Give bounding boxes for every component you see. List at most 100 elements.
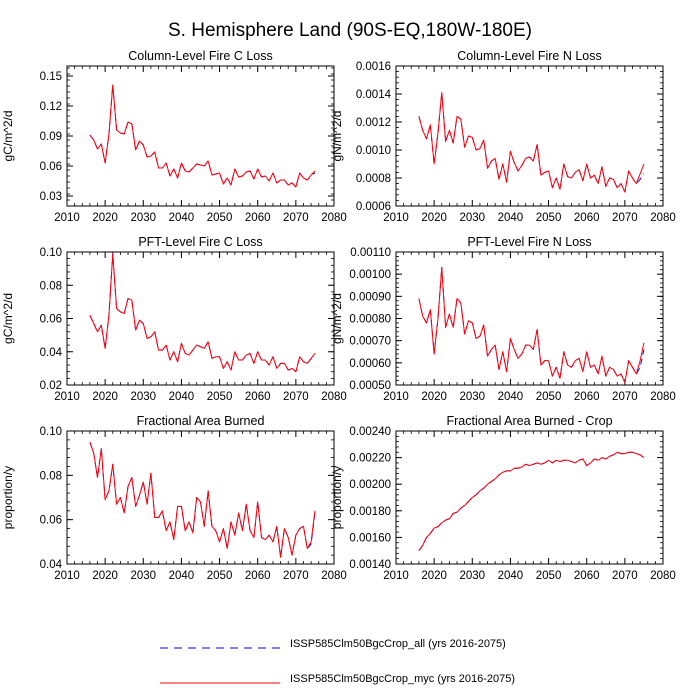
x-tick-label: 2010	[54, 570, 80, 582]
y-tick-label: 0.04	[40, 347, 63, 359]
x-tick-label: 2020	[92, 570, 118, 582]
y-tick-label: 0.00240	[349, 426, 391, 438]
series-line-myc	[418, 451, 645, 551]
panel-2: Column-Level Fire N Loss gN/m^2/d 2010 2020…	[330, 49, 676, 224]
plot-frame	[395, 430, 664, 565]
x-tick-label: 2040	[169, 391, 195, 403]
figure-title: S. Hemisphere Land (90S-EQ,180W-180E)	[168, 20, 532, 41]
x-tick-label: 2070	[612, 391, 638, 403]
legend-swatch-solid	[160, 682, 280, 684]
x-tick-label: 2060	[574, 570, 600, 582]
x-tick-label: 2050	[536, 391, 562, 403]
series-line-all	[418, 451, 645, 551]
plot-frame	[395, 251, 664, 386]
y-tick-label: 0.02	[40, 380, 62, 392]
x-tick-label: 2050	[536, 212, 562, 224]
x-tick-label: 2070	[283, 391, 309, 403]
series-line-myc	[89, 253, 316, 373]
x-tick-label: 2070	[283, 212, 309, 224]
x-tick-label: 2030	[459, 391, 485, 403]
x-tick-label: 2030	[130, 391, 156, 403]
x-tick-label: 2060	[574, 212, 600, 224]
y-tick-label: 0.08	[40, 280, 62, 292]
y-tick-label: 0.00100	[349, 269, 391, 281]
x-tick-label: 2060	[245, 212, 271, 224]
x-tick-label: 2080	[650, 212, 676, 224]
legend-entry-myc: ISSP585Clm50BgcCrop_myc (yrs 2016-2075)	[150, 673, 610, 693]
series-line-all	[89, 253, 316, 373]
y-tick-label: 0.0010	[356, 145, 391, 157]
series-line-all	[89, 441, 316, 558]
x-tick-label: 2010	[54, 391, 80, 403]
y-tick-label: 0.0016	[356, 61, 391, 73]
y-axis-label: gC/m^2/d	[1, 111, 15, 162]
x-tick-label: 2030	[130, 212, 156, 224]
x-tick-label: 2050	[207, 570, 233, 582]
x-tick-label: 2040	[498, 570, 524, 582]
panel-title: Fractional Area Burned - Crop	[446, 414, 612, 428]
x-tick-label: 2030	[459, 570, 485, 582]
y-tick-label: 0.00050	[349, 380, 391, 392]
x-tick-label: 2060	[245, 391, 271, 403]
x-tick-label: 2010	[383, 391, 409, 403]
y-tick-label: 0.10	[40, 247, 62, 259]
y-axis-label: proportion/y	[330, 466, 344, 529]
x-tick-label: 2070	[283, 570, 309, 582]
y-tick-label: 0.06	[40, 515, 62, 527]
y-tick-label: 0.00060	[349, 358, 391, 370]
y-tick-label: 0.00070	[349, 336, 391, 348]
panel-3: PFT-Level Fire C Loss gC/m^2/d 2010 2020 203…	[1, 235, 347, 403]
panel-1: Column-Level Fire C Loss gC/m^2/d 2010 2020…	[1, 49, 347, 224]
y-tick-label: 0.00160	[349, 532, 391, 544]
y-tick-label: 0.0012	[356, 117, 391, 129]
y-tick-label: 0.00200	[349, 479, 391, 491]
y-tick-label: 0.08	[40, 470, 62, 482]
x-tick-label: 2040	[169, 570, 195, 582]
y-tick-label: 0.03	[40, 191, 62, 203]
series-line-myc	[89, 441, 316, 558]
x-tick-label: 2080	[321, 570, 347, 582]
x-tick-label: 2080	[650, 391, 676, 403]
x-tick-label: 2020	[421, 391, 447, 403]
plot-frame	[66, 430, 335, 565]
x-tick-label: 2060	[245, 570, 271, 582]
x-tick-label: 2040	[498, 391, 524, 403]
x-tick-label: 2050	[207, 212, 233, 224]
panel-title: Column-Level Fire N Loss	[457, 49, 602, 63]
x-tick-label: 2070	[612, 570, 638, 582]
panel-5: Fractional Area Burned proportion/y 2010 20…	[1, 414, 347, 582]
panel-title: PFT-Level Fire C Loss	[138, 235, 262, 249]
x-tick-label: 2070	[612, 212, 638, 224]
x-tick-label: 2020	[92, 212, 118, 224]
y-axis-label: proportion/y	[1, 466, 15, 529]
series-line-myc	[418, 267, 645, 384]
x-tick-label: 2080	[321, 212, 347, 224]
series-line-myc	[418, 92, 645, 193]
x-tick-label: 2050	[536, 570, 562, 582]
x-tick-label: 2010	[54, 212, 80, 224]
x-tick-label: 2080	[321, 391, 347, 403]
x-tick-label: 2010	[383, 212, 409, 224]
x-tick-label: 2030	[130, 570, 156, 582]
plot-frame	[66, 251, 335, 386]
y-tick-label: 0.00090	[349, 291, 391, 303]
legend-label-all: ISSP585Clm50BgcCrop_all (yrs 2016-2075)	[290, 638, 506, 650]
x-tick-label: 2020	[421, 212, 447, 224]
x-tick-label: 2010	[383, 570, 409, 582]
x-tick-label: 2040	[498, 212, 524, 224]
y-tick-label: 0.00140	[349, 559, 391, 571]
y-tick-label: 0.04	[40, 559, 63, 571]
y-axis-label: gC/m^2/d	[1, 293, 15, 344]
panel-title: Fractional Area Burned	[137, 414, 265, 428]
y-tick-label: 0.0006	[356, 201, 391, 213]
panel-title: PFT-Level Fire N Loss	[467, 235, 591, 249]
x-tick-label: 2080	[650, 570, 676, 582]
y-axis-label: gN/m^2/d	[330, 111, 344, 162]
x-tick-label: 2030	[459, 212, 485, 224]
y-tick-label: 0.0014	[356, 89, 392, 101]
y-tick-label: 0.00080	[349, 314, 391, 326]
series-line-all	[89, 84, 316, 188]
y-tick-label: 0.06	[40, 314, 62, 326]
x-tick-label: 2060	[574, 391, 600, 403]
